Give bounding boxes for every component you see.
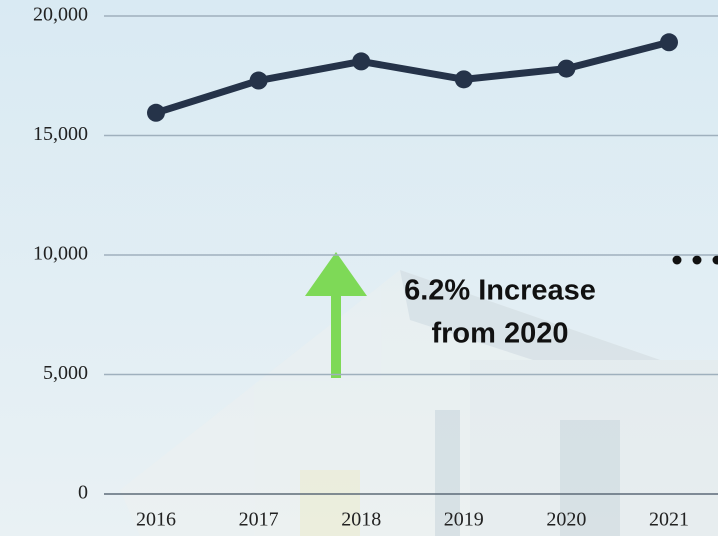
x-tick-label: 2017 — [239, 509, 279, 531]
y-tick-label: 15,000 — [33, 123, 88, 145]
ellipsis — [672, 255, 718, 265]
x-tick-label: 2016 — [136, 509, 176, 531]
y-tick-label: 0 — [78, 482, 88, 504]
marker — [454, 70, 473, 89]
marker — [249, 71, 268, 90]
y-tick-label: 20,000 — [33, 4, 88, 26]
arrow-shaft — [331, 294, 341, 378]
marker — [660, 33, 678, 52]
line — [154, 38, 670, 117]
x-tick-label: 2020 — [546, 509, 586, 531]
y-tick-label: 5,000 — [43, 362, 88, 384]
x-tick-label: 2018 — [341, 509, 381, 531]
arrow-head — [305, 252, 367, 296]
annotation: from 2020 — [431, 318, 568, 350]
marker — [147, 103, 165, 122]
y-tick-label: 10,000 — [33, 243, 88, 265]
x-tick-label: 2021 — [649, 509, 689, 531]
x-tick-label: 2019 — [444, 509, 484, 531]
annotation: 6.2% Increase — [404, 275, 596, 307]
marker — [352, 52, 371, 71]
marker — [557, 59, 576, 78]
building — [120, 270, 718, 536]
